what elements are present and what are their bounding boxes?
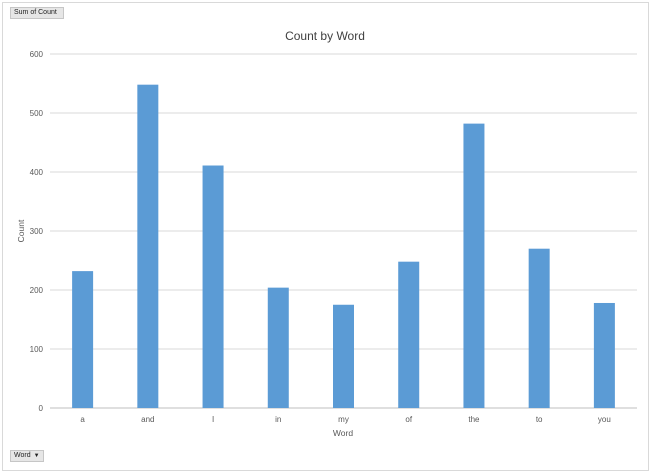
bar-the[interactable]: [463, 123, 485, 409]
bar-a[interactable]: [72, 271, 94, 408]
bar-in[interactable]: [267, 287, 289, 408]
x-tick-label: to: [536, 415, 543, 424]
values-field-label: Sum of Count: [14, 9, 57, 16]
x-tick-label: of: [405, 415, 412, 424]
y-tick-label: 500: [30, 109, 44, 118]
values-field-button[interactable]: Sum of Count: [10, 7, 64, 19]
x-axis-title: Word: [333, 428, 353, 438]
y-axis-title: Count: [16, 219, 26, 242]
y-axis-ticks: 0 100 200 300 400 500 600: [30, 50, 44, 413]
triangle-down-icon: ▼: [33, 453, 40, 459]
bar-of[interactable]: [398, 261, 420, 408]
bar-and[interactable]: [137, 84, 159, 409]
y-tick-label: 100: [30, 345, 44, 354]
bars: [72, 84, 615, 409]
x-tick-label: a: [80, 415, 85, 424]
axis-field-button[interactable]: Word ▼: [10, 450, 44, 462]
x-tick-label: the: [468, 415, 480, 424]
chart-title: Count by Word: [285, 29, 365, 43]
bar-to[interactable]: [528, 248, 550, 408]
y-tick-label: 400: [30, 168, 44, 177]
x-tick-label: I: [212, 415, 214, 424]
bar-I[interactable]: [202, 165, 224, 408]
bar-my[interactable]: [333, 304, 354, 408]
axis-field-label: Word: [14, 452, 31, 459]
x-tick-label: and: [141, 415, 154, 424]
bar-you[interactable]: [593, 302, 615, 408]
y-tick-label: 600: [30, 50, 44, 59]
x-tick-label: my: [338, 415, 349, 424]
x-tick-label: in: [275, 415, 281, 424]
y-tick-label: 300: [30, 227, 44, 236]
x-tick-label: you: [598, 415, 611, 424]
y-tick-label: 0: [39, 404, 44, 413]
y-tick-label: 200: [30, 286, 44, 295]
